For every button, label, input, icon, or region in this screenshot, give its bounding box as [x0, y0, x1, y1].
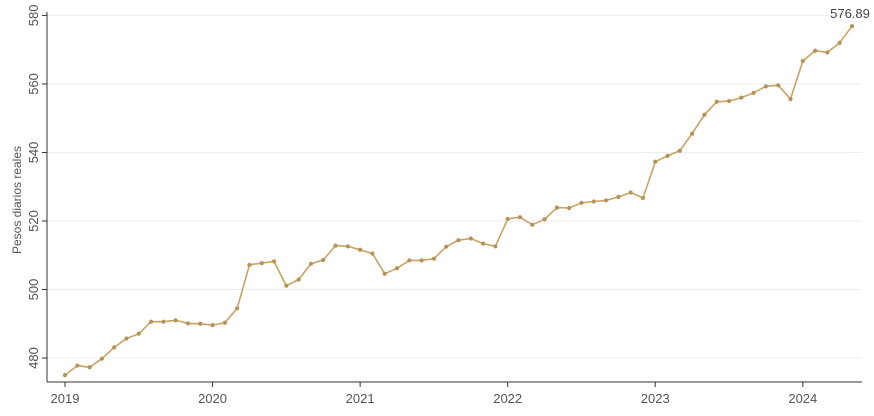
y-tick-label: 500: [26, 279, 41, 301]
data-point: [677, 148, 682, 153]
data-point: [837, 40, 842, 45]
data-point: [87, 365, 92, 370]
y-axis-title: Pesos diarios reales: [10, 146, 24, 254]
data-point: [124, 336, 129, 341]
data-point: [505, 216, 510, 222]
data-point: [591, 199, 596, 204]
data-point: [333, 243, 338, 248]
data-point: [112, 345, 117, 350]
data-point: [198, 321, 203, 326]
data-point: [825, 50, 830, 55]
data-point: [308, 261, 314, 266]
x-axis-ticks: 2019 2020 2021 2022 2023 2024: [51, 382, 817, 406]
data-point: [813, 48, 818, 53]
data-point: [185, 321, 191, 326]
data-point: [271, 259, 277, 264]
data-point: [345, 244, 350, 249]
data-point: [567, 205, 572, 211]
grid-lines: [47, 14, 862, 359]
data-point: [370, 251, 375, 256]
y-tick-label: 580: [26, 5, 41, 27]
data-point: [714, 99, 719, 104]
data-point: [136, 331, 141, 336]
data-point: [665, 153, 670, 158]
data-point: [603, 198, 609, 203]
data-point: [296, 277, 301, 282]
x-tick-label: 2022: [493, 391, 522, 406]
x-tick-label: 2020: [198, 391, 227, 406]
data-point: [616, 194, 621, 200]
data-point: [628, 190, 633, 195]
data-point: [407, 258, 412, 263]
data-point: [653, 159, 658, 164]
x-tick-label: 2024: [788, 391, 817, 406]
data-point: [726, 98, 732, 104]
data-point: [690, 131, 695, 136]
data-point: [763, 84, 769, 89]
data-point: [468, 236, 473, 241]
x-tick-label: 2019: [51, 391, 80, 406]
y-axis-ticks: 480 500 520 540 560 580: [26, 5, 47, 369]
data-point: [456, 238, 461, 243]
y-tick-label: 560: [26, 73, 41, 95]
data-point: [579, 200, 584, 205]
data-point: [542, 217, 547, 222]
x-tick-label: 2021: [346, 391, 375, 406]
data-point: [321, 257, 326, 263]
data-point: [173, 318, 178, 323]
y-tick-label: 520: [26, 210, 41, 232]
data-point: [554, 205, 559, 210]
data-point: [161, 319, 166, 324]
y-tick-label: 540: [26, 142, 41, 164]
data-point: [62, 373, 68, 378]
data-point: [788, 96, 793, 102]
data-point: [284, 283, 289, 288]
data-point: [247, 262, 252, 267]
data-point: [751, 90, 756, 95]
data-point: [702, 112, 707, 117]
data-point: [99, 356, 104, 361]
data-point: [739, 95, 744, 100]
y-tick-label: 480: [26, 347, 41, 369]
data-point: [444, 244, 449, 249]
data-point: [358, 247, 363, 252]
data-point: [480, 241, 486, 246]
data-point: [75, 363, 80, 368]
data-point: [210, 323, 215, 328]
data-point: [493, 244, 498, 249]
data-point: [394, 266, 400, 271]
series-markers: [62, 23, 855, 378]
data-point: [431, 256, 437, 261]
data-point: [235, 306, 240, 311]
data-point: [776, 83, 781, 88]
data-point: [148, 319, 154, 324]
data-point: [419, 258, 424, 263]
data-point: [640, 195, 646, 201]
data-point: [849, 23, 855, 29]
x-tick-label: 2023: [641, 391, 670, 406]
data-point: [800, 58, 805, 64]
last-value-label: 576.89: [830, 6, 870, 21]
data-point: [517, 215, 523, 220]
data-point: [382, 271, 387, 276]
data-point: [259, 261, 264, 266]
data-point: [222, 320, 227, 325]
data-point: [530, 222, 535, 227]
